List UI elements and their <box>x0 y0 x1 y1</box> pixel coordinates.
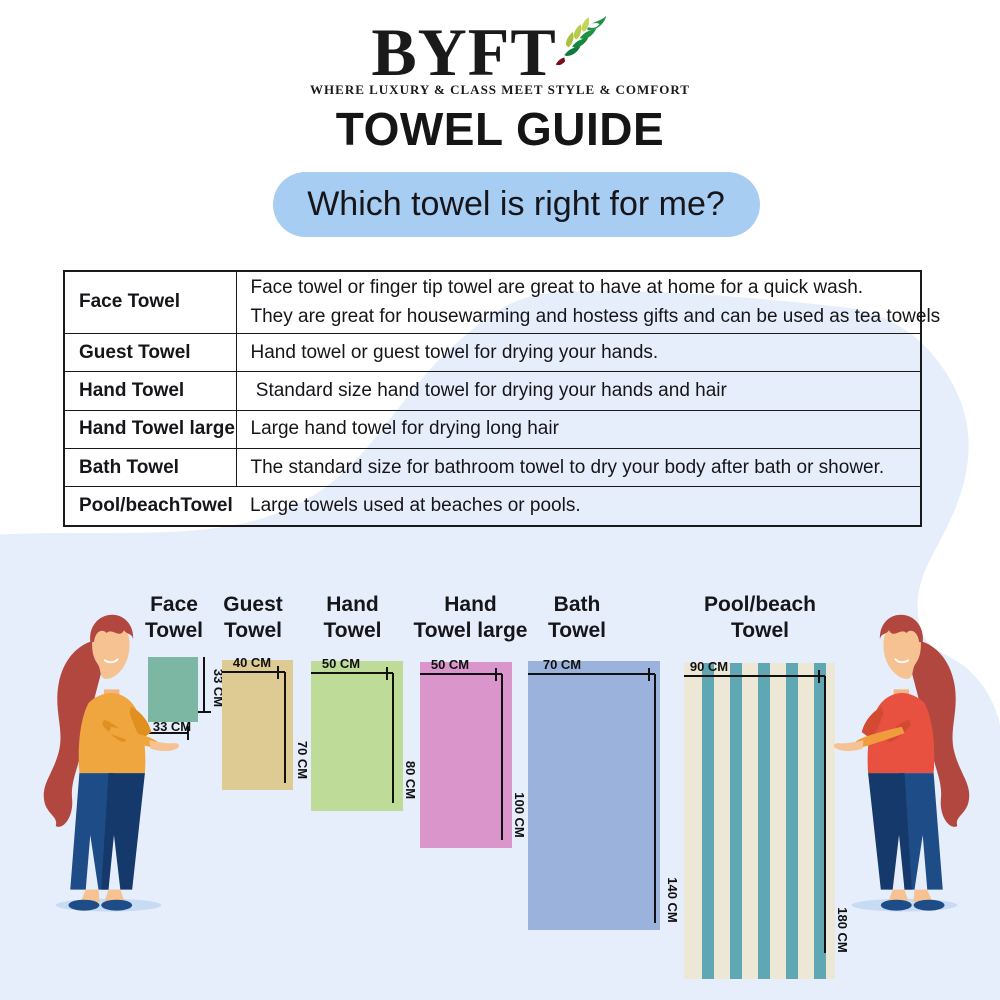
svg-text:140 CM: 140 CM <box>665 877 680 923</box>
svg-text:70 CM: 70 CM <box>295 741 310 779</box>
svg-text:100 CM: 100 CM <box>512 792 527 838</box>
svg-text:50 CM: 50 CM <box>322 656 360 671</box>
svg-text:50 CM: 50 CM <box>431 657 469 672</box>
svg-text:80 CM: 80 CM <box>403 761 418 799</box>
svg-text:40 CM: 40 CM <box>233 655 271 670</box>
svg-text:90 CM: 90 CM <box>690 659 728 674</box>
svg-text:70 CM: 70 CM <box>543 657 581 672</box>
